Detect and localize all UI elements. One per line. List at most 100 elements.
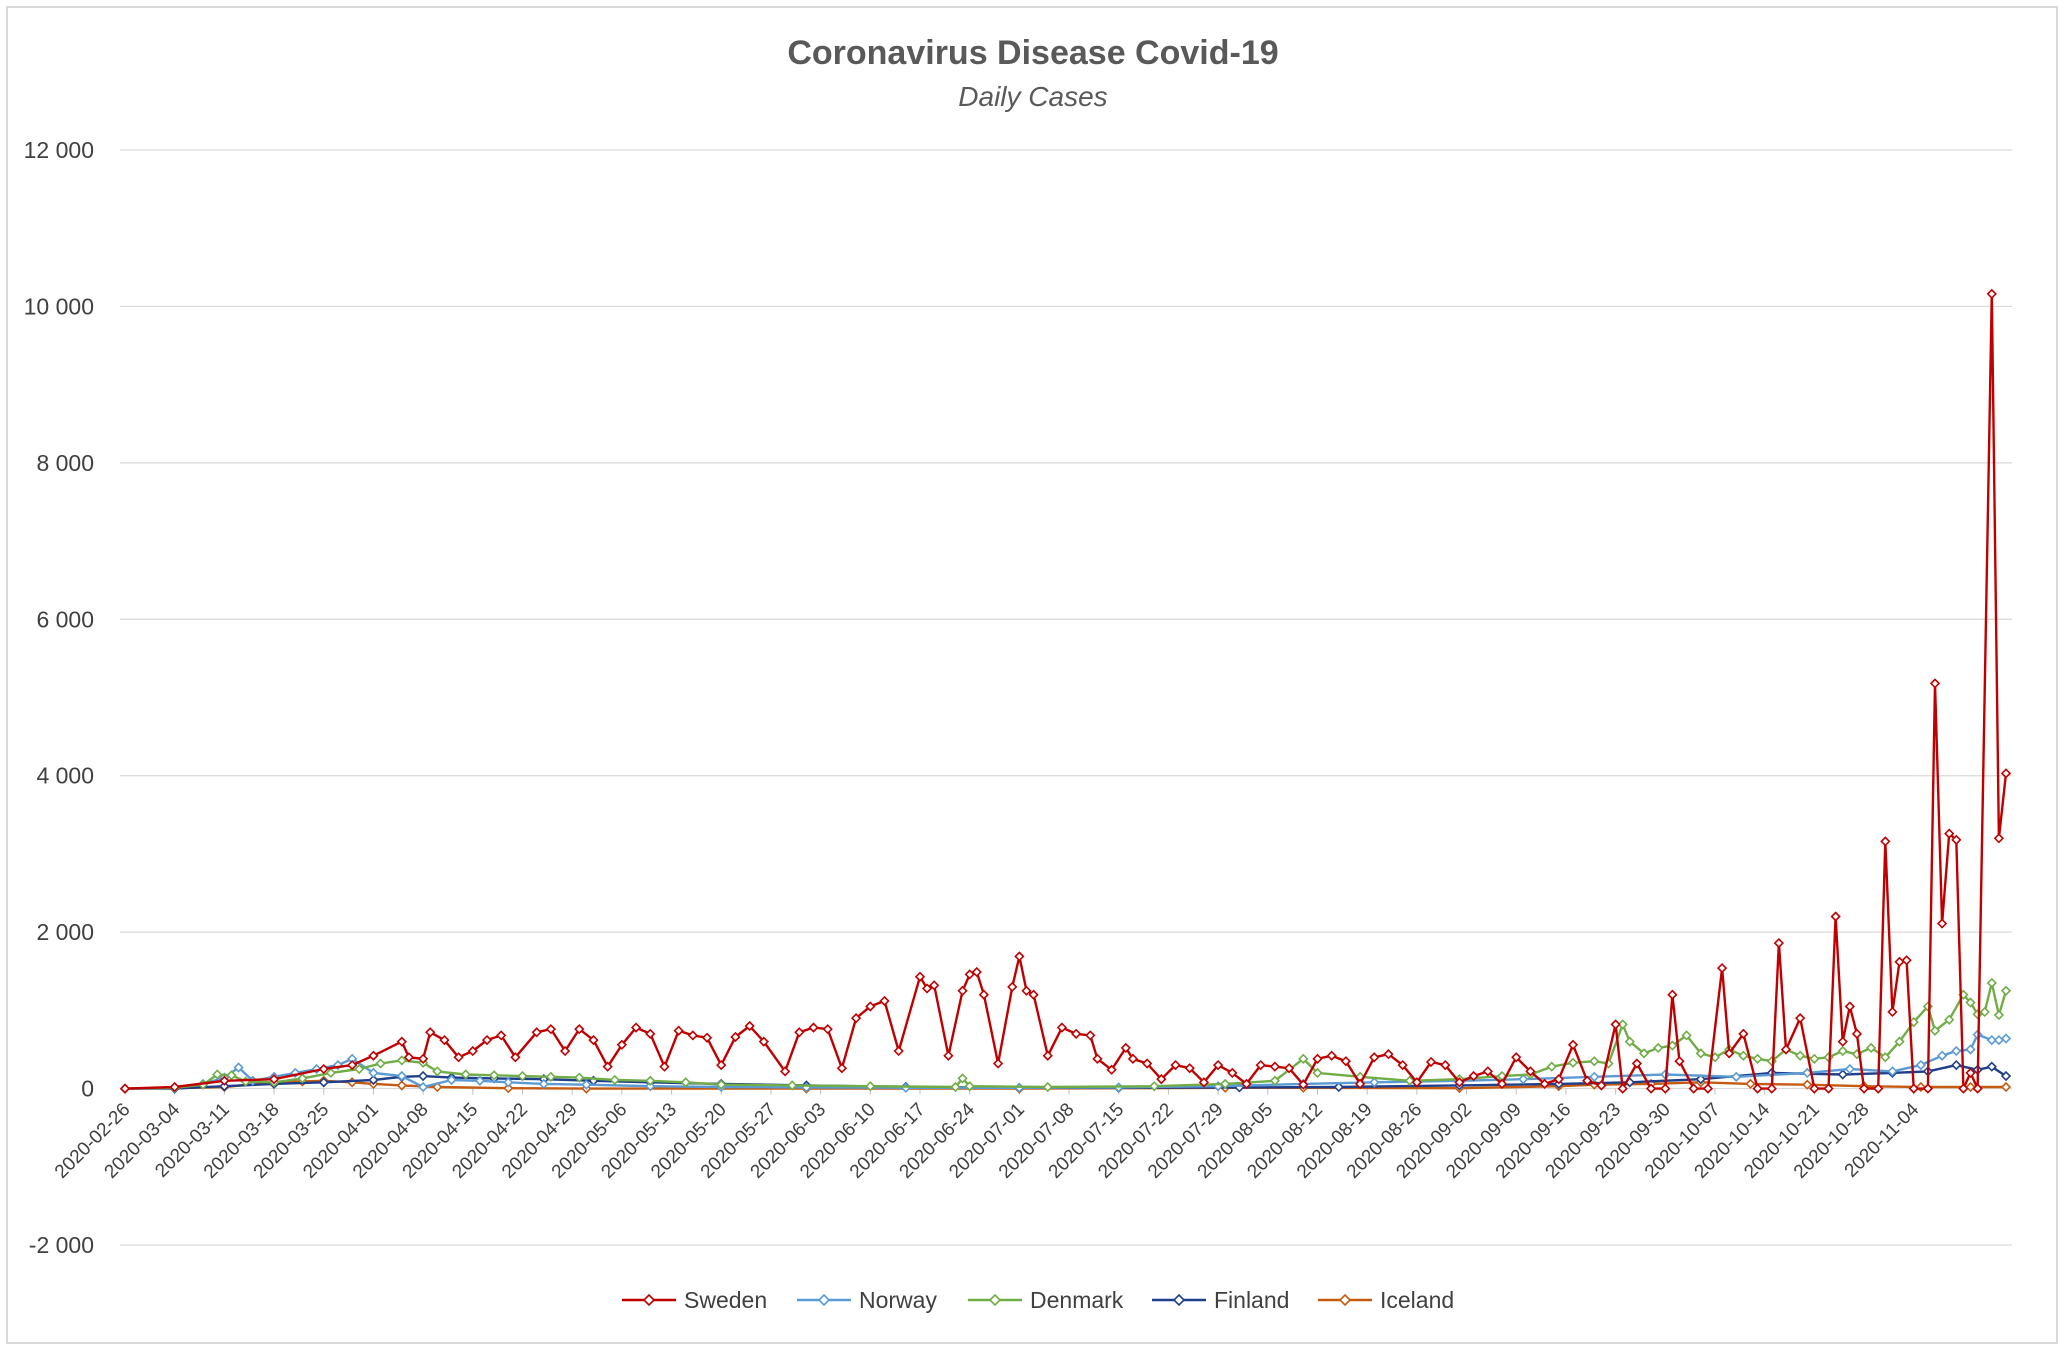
data-point [1851, 1028, 1863, 1039]
data-point [1809, 1053, 1820, 1064]
data-point [375, 1058, 386, 1069]
data-point [787, 1080, 798, 1091]
data-point [297, 1073, 308, 1084]
data-point [219, 1075, 230, 1086]
data-point [1383, 1049, 1394, 1060]
data-point [290, 1067, 301, 1079]
data-point [1965, 1044, 1976, 1055]
data-point [1887, 1066, 1898, 1077]
data-point [1716, 962, 1728, 974]
legend-label: Norway [859, 1287, 937, 1313]
data-point [1085, 1030, 1096, 1041]
data-point [1624, 1036, 1635, 1047]
data-point [1610, 1019, 1621, 1030]
data-point [1915, 1059, 1926, 1071]
data-point [957, 985, 968, 996]
data-point [354, 1063, 365, 1075]
data-point [992, 1058, 1004, 1069]
data-point [914, 971, 926, 982]
data-point [943, 1050, 954, 1061]
chart-subtitle: Daily Cases [958, 81, 1107, 112]
data-point [588, 1034, 599, 1046]
data-point [1972, 1009, 1983, 1020]
data-point [1525, 1066, 1536, 1077]
data-point [1922, 1083, 1934, 1094]
data-point [659, 1061, 670, 1072]
data-point [531, 1027, 542, 1038]
legend-item-denmark: Denmark [968, 1287, 1124, 1313]
data-point [1440, 1059, 1451, 1071]
data-point [1809, 1083, 1820, 1094]
y-tick-label: 8 000 [36, 450, 94, 476]
data-point [1312, 1067, 1323, 1079]
legend-label: Finland [1214, 1287, 1289, 1313]
x-axis-ticks: 2020-02-262020-03-042020-03-112020-03-18… [51, 1088, 1924, 1183]
data-point [2000, 1070, 2012, 1082]
data-point [332, 1059, 344, 1071]
data-point [1283, 1063, 1295, 1074]
legend-marker [642, 1293, 656, 1307]
data-point [673, 1025, 684, 1036]
data-point [1773, 937, 1784, 949]
legend-marker [1338, 1293, 1352, 1307]
data-point [1007, 981, 1018, 993]
data-point [1986, 977, 1997, 989]
data-point [1837, 1069, 1848, 1080]
data-point [1915, 1081, 1926, 1093]
data-point [850, 1013, 862, 1024]
data-point [1674, 1056, 1685, 1067]
data-point [879, 995, 890, 1007]
data-point [1780, 1044, 1792, 1055]
data-point [446, 1074, 457, 1086]
data-point [1042, 1081, 1053, 1093]
data-point [1653, 1042, 1664, 1054]
data-point [1901, 955, 1912, 966]
data-point [1539, 1078, 1550, 1090]
data-point [517, 1070, 528, 1082]
data-point [1198, 1077, 1210, 1088]
data-point [1340, 1056, 1352, 1067]
data-point [1929, 1025, 1941, 1036]
legend-marker [1172, 1293, 1186, 1307]
data-point [964, 1081, 975, 1092]
data-point [822, 1023, 833, 1035]
data-point [1929, 678, 1941, 689]
data-point [2000, 1081, 2012, 1093]
data-point [1951, 834, 1962, 845]
legend-item-iceland: Iceland [1318, 1287, 1454, 1313]
data-point [1354, 1078, 1366, 1090]
data-point [545, 1071, 557, 1082]
data-point [1631, 1058, 1643, 1069]
data-point [716, 1059, 727, 1071]
data-point [1553, 1074, 1564, 1085]
data-point [396, 1036, 407, 1047]
y-tick-label: 4 000 [36, 763, 94, 789]
data-point [1071, 1028, 1082, 1039]
data-point [1837, 1045, 1848, 1057]
data-point [1958, 1083, 1969, 1094]
data-point [1170, 1059, 1181, 1071]
data-point [865, 1001, 876, 1012]
data-point [368, 1074, 379, 1086]
y-tick-label: 10 000 [24, 293, 94, 319]
data-point [1951, 1059, 1962, 1071]
data-point [836, 1063, 848, 1074]
y-tick-label: 0 [81, 1076, 94, 1102]
data-point [1092, 1053, 1103, 1064]
data-point [716, 1079, 727, 1090]
data-point [1269, 1061, 1281, 1072]
data-point [808, 1022, 819, 1033]
data-point [1425, 1056, 1437, 1068]
data-point [1908, 1083, 1919, 1094]
data-point [1369, 1077, 1380, 1088]
data-point [978, 989, 990, 1000]
legend-item-sweden: Sweden [622, 1287, 767, 1313]
data-point [1638, 1048, 1650, 1059]
data-point [602, 1061, 613, 1072]
data-point [1944, 828, 1955, 839]
data-point [1965, 1067, 1976, 1079]
data-point [1617, 1019, 1628, 1030]
data-point [396, 1070, 407, 1082]
data-point [311, 1063, 322, 1075]
y-tick-label: 6 000 [36, 606, 94, 632]
